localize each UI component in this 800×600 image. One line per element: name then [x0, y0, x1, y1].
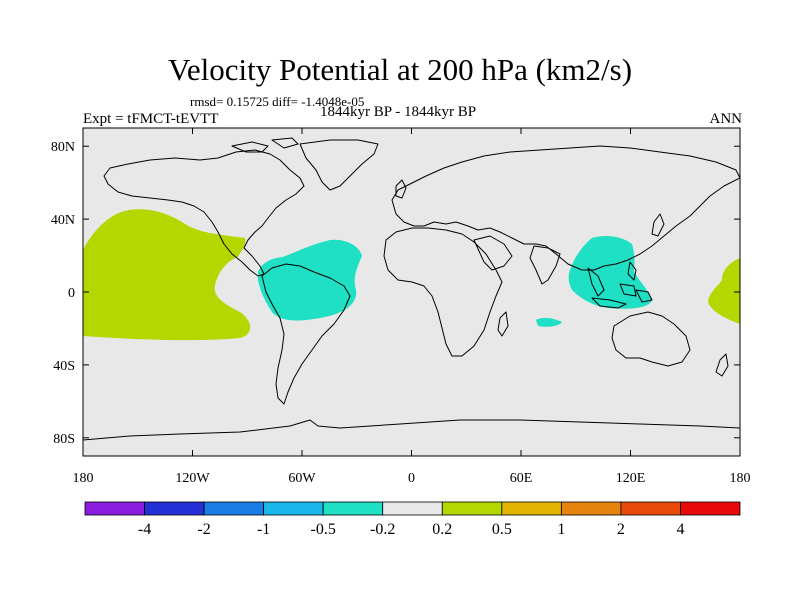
southeast-asia-coastline	[587, 261, 653, 309]
arabia-coastline	[473, 235, 513, 271]
coastlines	[83, 137, 740, 441]
period-label: 1844kyr BP - 1844kyr BP	[320, 104, 477, 120]
colorbar-swatch	[322, 501, 384, 516]
great-britain-coastline	[395, 179, 407, 199]
lon-tick-label: 0	[408, 471, 415, 486]
lon-tick-label: 60W	[288, 471, 316, 486]
experiment-label: Expt = tFMCT-tEVTT	[83, 111, 219, 127]
colorbar-swatch	[501, 501, 562, 516]
colorbar-label: -1	[257, 521, 270, 538]
lat-tick-label: 80N	[51, 140, 75, 155]
lat-tick-label: 40S	[53, 359, 75, 374]
india-coastline	[529, 245, 561, 285]
greenland-coastline	[299, 139, 379, 191]
colorbar-swatch	[680, 501, 741, 516]
lon-tick-label: 180	[73, 471, 94, 486]
stats-label: rmsd= 0.15725 diff= -1.4048e-05	[190, 94, 365, 109]
negative-anomaly-south-america	[258, 239, 362, 321]
lon-tick-label: 180	[730, 471, 751, 486]
colorbar-label: -0.2	[370, 521, 395, 538]
negative-anomaly-indian-ocean	[536, 317, 562, 327]
season-label: ANN	[709, 111, 743, 127]
colorbar-label: -0.5	[311, 521, 336, 538]
colorbar-swatch	[560, 501, 622, 516]
colorbar-swatch	[620, 501, 681, 516]
antarctica-coastline	[83, 419, 740, 441]
madagascar-coastline	[497, 311, 509, 337]
japan-coastline	[651, 213, 665, 237]
colorbar-swatch	[263, 501, 324, 516]
colorbar-swatch	[382, 501, 443, 516]
colorbar-label: -4	[138, 521, 151, 538]
colorbar-label: 0.2	[432, 521, 452, 538]
lon-tick-label: 120E	[616, 471, 646, 486]
africa-coastline	[383, 227, 503, 357]
colorbar-swatch	[84, 501, 145, 516]
plot-title: Velocity Potential at 200 hPa (km2/s)	[167, 52, 633, 87]
positive-anomaly-west-pacific	[708, 258, 740, 324]
lon-tick-label: 60E	[510, 471, 533, 486]
australia-coastline	[611, 311, 691, 367]
colorbar: -4 -2 -1 -0.5 -0.2 0.2 0.5 1 2 4	[84, 501, 741, 538]
colorbar-swatch	[203, 501, 265, 516]
lat-tick-label: 80S	[53, 432, 75, 447]
anomaly-regions	[83, 209, 740, 341]
lat-tick-label: 0	[68, 286, 75, 301]
eurasia-coastline	[391, 145, 740, 271]
negative-anomaly-maritime-continent	[568, 236, 652, 309]
colorbar-label: 4	[676, 521, 684, 538]
colorbar-label: -2	[197, 521, 210, 538]
south-america-coastline	[261, 263, 351, 405]
lon-tick-label: 120W	[175, 471, 210, 486]
colorbar-label: 0.5	[492, 521, 512, 538]
colorbar-label: 1	[557, 521, 565, 538]
north-america-coastline	[103, 149, 305, 277]
colorbar-label: 2	[617, 521, 625, 538]
new-zealand-coastline	[715, 353, 729, 377]
colorbar-swatch	[144, 501, 205, 516]
colorbar-swatch	[441, 501, 503, 516]
map-axis-ticks: 180 120W 60W 0 60E 120E 180 80N 40N 0 40S 80S	[51, 128, 751, 486]
lat-tick-label: 40N	[51, 213, 75, 228]
positive-anomaly-east-pacific	[83, 209, 251, 341]
arctic-islands-coastline	[231, 137, 299, 153]
